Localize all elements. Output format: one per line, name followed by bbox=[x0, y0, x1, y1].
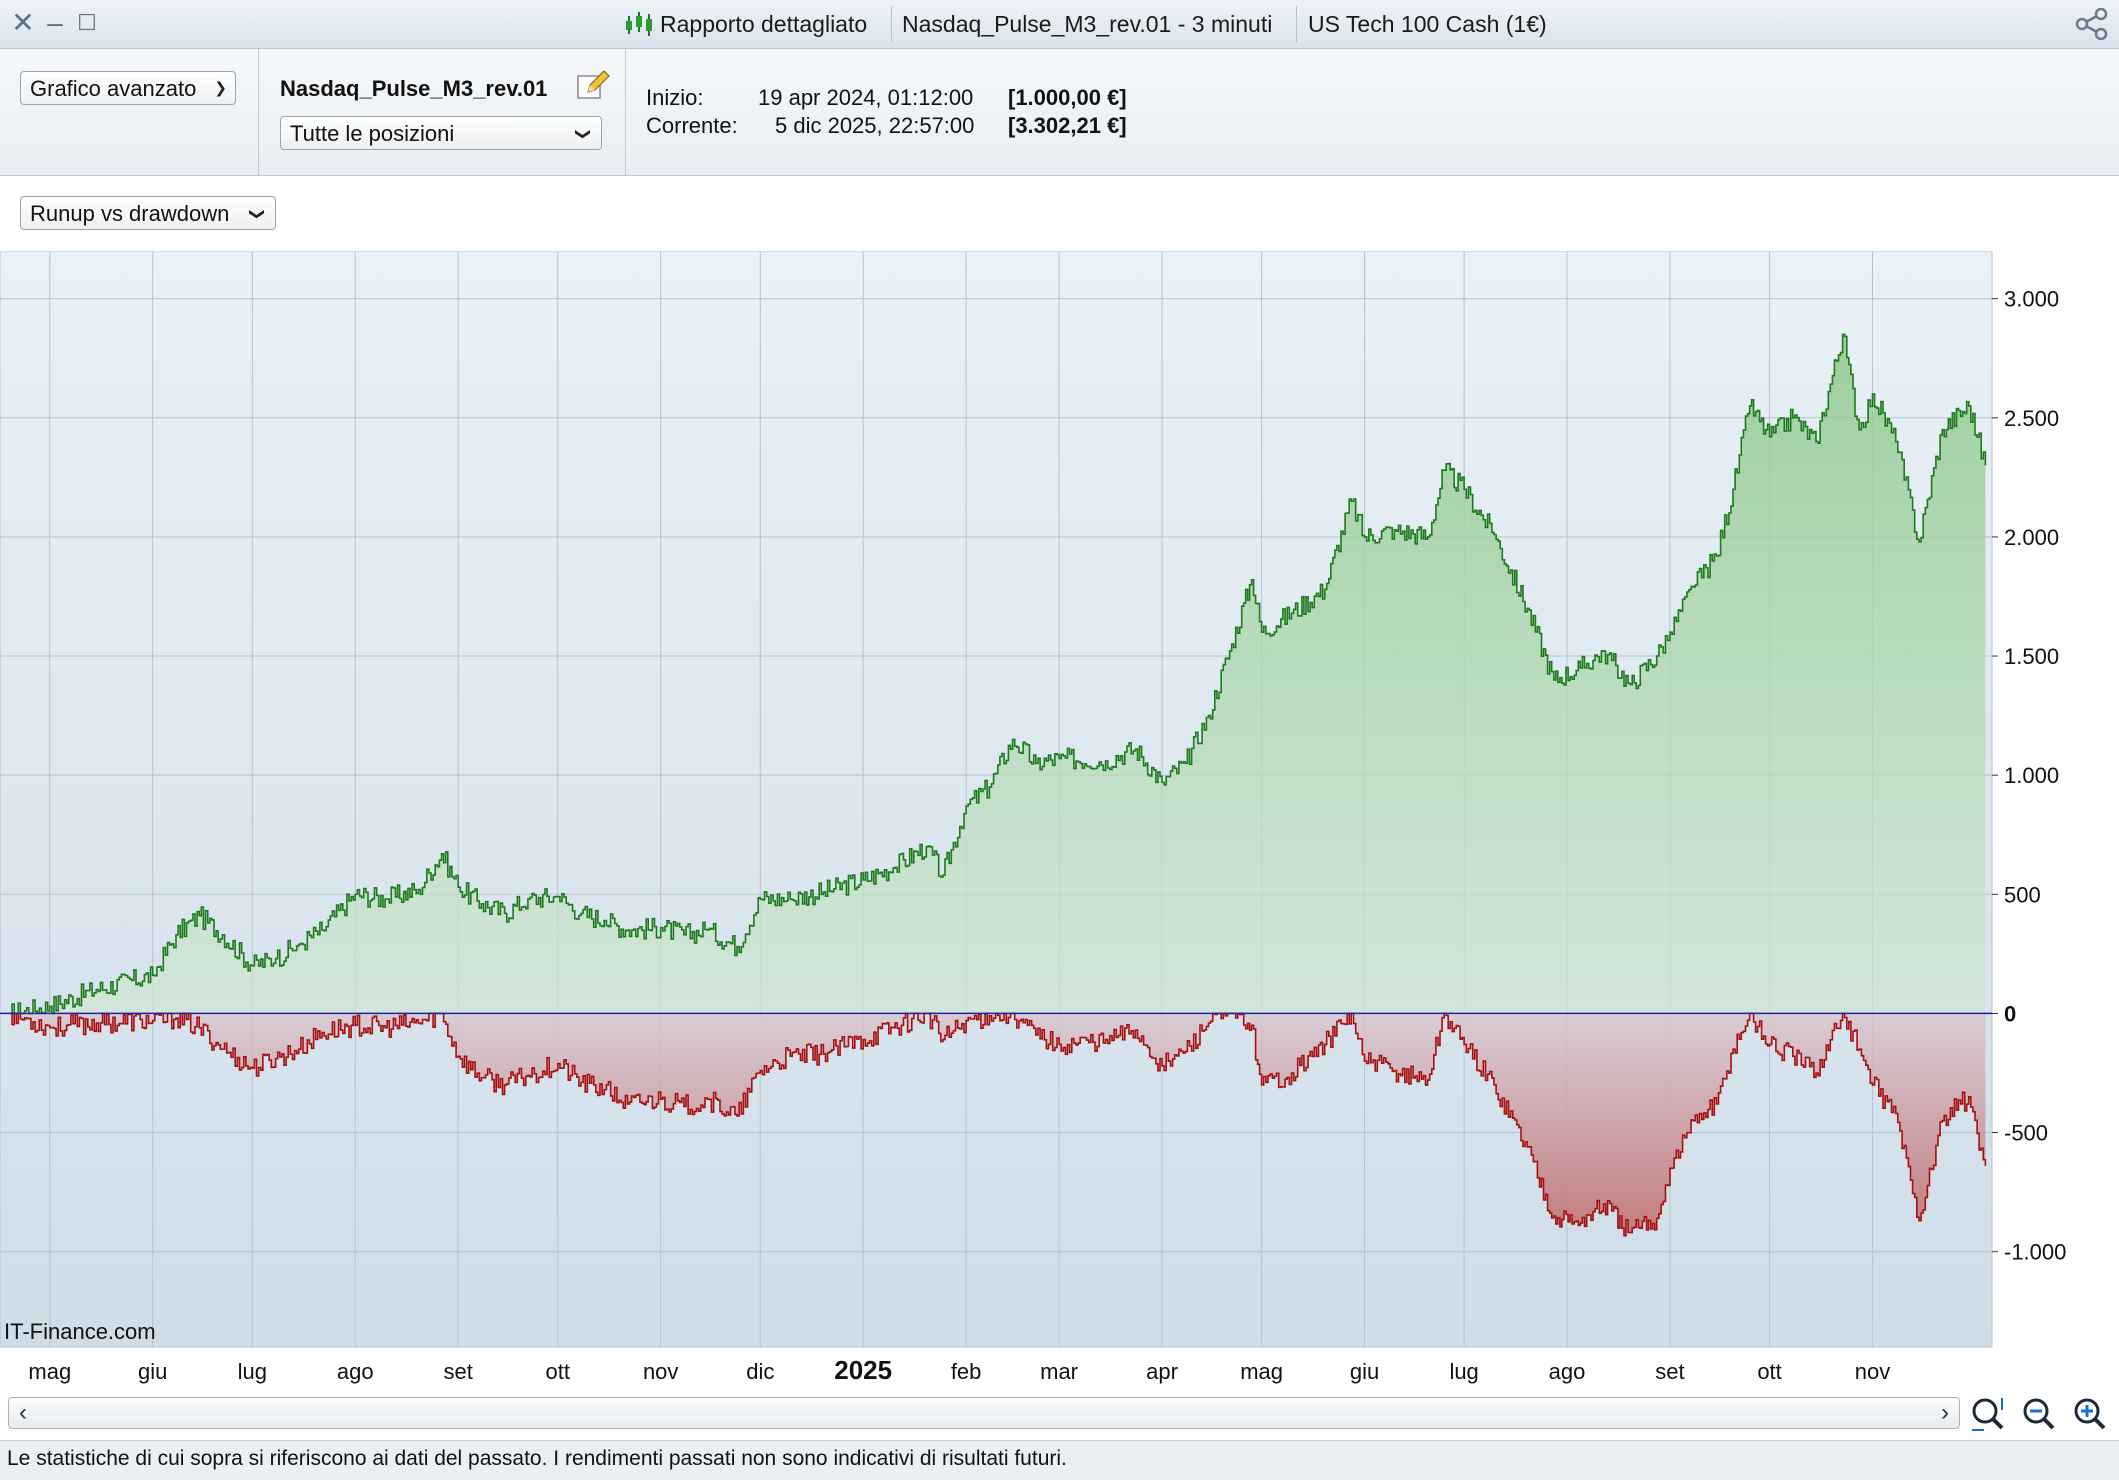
drawdown-line bbox=[10, 1012, 1987, 1237]
x-tick-label: lug bbox=[1449, 1359, 1478, 1384]
y-tick-label: -1.000 bbox=[2004, 1240, 2066, 1265]
candlestick-icon bbox=[626, 12, 652, 36]
horizontal-scrollbar[interactable]: ‹ › bbox=[8, 1397, 1960, 1429]
chart-mode-select[interactable]: Grafico avanzato ❯ bbox=[20, 71, 236, 105]
close-icon[interactable]: ✕ bbox=[11, 7, 35, 38]
positions-filter-select[interactable]: Tutte le posizioni ❯ bbox=[280, 116, 602, 150]
y-tick-label: 1.000 bbox=[2004, 763, 2059, 788]
x-tick-label: nov bbox=[643, 1359, 678, 1384]
runup-area bbox=[10, 334, 1986, 1014]
x-tick-label: set bbox=[1655, 1359, 1684, 1384]
zoom-fit-icon[interactable] bbox=[1968, 1394, 2008, 1434]
x-tick-label: ago bbox=[1549, 1359, 1586, 1384]
report-toolbar bbox=[0, 49, 2119, 176]
current-date: 5 dic 2025, 22:57:00 bbox=[775, 113, 975, 138]
positions-filter-value: Tutte le posizioni bbox=[290, 121, 455, 146]
divider bbox=[891, 6, 892, 42]
x-tick-label: set bbox=[443, 1359, 472, 1384]
chevron-down-icon: ❯ bbox=[248, 207, 266, 221]
start-label: Inizio: bbox=[646, 85, 704, 110]
divider bbox=[258, 49, 259, 175]
x-tick-label: feb bbox=[951, 1359, 982, 1384]
start-value: [1.000,00 €] bbox=[1008, 85, 1127, 110]
x-tick-label: apr bbox=[1146, 1359, 1178, 1384]
strategy-tab[interactable]: Nasdaq_Pulse_M3_rev.01 - 3 minuti bbox=[902, 11, 1273, 37]
x-tick-label: giu bbox=[138, 1359, 167, 1384]
y-tick-label: 2.500 bbox=[2004, 406, 2059, 431]
x-tick-label: nov bbox=[1855, 1359, 1890, 1384]
x-tick-label: giu bbox=[1350, 1359, 1379, 1384]
x-tick-label: ott bbox=[1757, 1359, 1781, 1384]
x-tick-label: mar bbox=[1040, 1359, 1078, 1384]
y-tick-label: 500 bbox=[2004, 882, 2041, 907]
divider bbox=[1296, 6, 1297, 42]
share-icon[interactable] bbox=[2075, 8, 2109, 40]
instrument-tab[interactable]: US Tech 100 Cash (1€) bbox=[1308, 11, 1547, 37]
y-tick-label: 3.000 bbox=[2004, 287, 2059, 312]
current-value: [3.302,21 €] bbox=[1008, 113, 1127, 138]
scroll-left-icon[interactable]: ‹ bbox=[19, 1399, 27, 1426]
scroll-right-icon[interactable]: › bbox=[1941, 1399, 1949, 1426]
x-tick-label: mag bbox=[1240, 1359, 1283, 1384]
minimize-icon[interactable]: – bbox=[47, 7, 63, 38]
chevron-down-icon: ❯ bbox=[214, 80, 227, 97]
zoom-out-icon[interactable] bbox=[2019, 1394, 2059, 1434]
x-tick-label: 2025 bbox=[834, 1355, 892, 1385]
strategy-name: Nasdaq_Pulse_M3_rev.01 bbox=[280, 76, 548, 101]
report-title: Rapporto dettagliato bbox=[660, 11, 868, 37]
drawdown-area bbox=[10, 1013, 1986, 1236]
chevron-down-icon: ❯ bbox=[574, 127, 592, 141]
status-bar: Le statistiche di cui sopra si riferisco… bbox=[0, 1440, 2119, 1480]
title-bar: ✕ – ☐ Rapporto dettagliato Nasdaq_Pulse_… bbox=[0, 0, 2119, 49]
chart-type-select[interactable]: Runup vs drawdown ❯ bbox=[20, 196, 276, 230]
watermark: IT-Finance.com bbox=[4, 1319, 156, 1344]
x-tick-label: dic bbox=[746, 1359, 774, 1384]
current-label: Corrente: bbox=[646, 113, 738, 138]
y-tick-label: -500 bbox=[2004, 1121, 2048, 1146]
y-tick-label: 2.000 bbox=[2004, 525, 2059, 550]
chart-mode-value: Grafico avanzato bbox=[30, 76, 197, 101]
x-tick-label: ott bbox=[546, 1359, 570, 1384]
x-tick-label: ago bbox=[337, 1359, 374, 1384]
runup-drawdown-chart[interactable]: 3.000 2.500 2.000 1.500 1.000 500 0 -500 -1.000 m… bbox=[0, 251, 2119, 1391]
chart-type-value: Runup vs drawdown bbox=[30, 201, 230, 226]
divider bbox=[625, 49, 626, 175]
x-tick-label: lug bbox=[238, 1359, 267, 1384]
maximize-icon[interactable]: ☐ bbox=[77, 10, 97, 35]
disclaimer-text: Le statistiche di cui sopra si riferisco… bbox=[7, 1447, 1067, 1470]
y-tick-label: 0 bbox=[2004, 1001, 2016, 1026]
runup-line bbox=[10, 333, 1987, 1015]
y-tick-label: 1.500 bbox=[2004, 644, 2059, 669]
zoom-in-icon[interactable] bbox=[2070, 1394, 2110, 1434]
x-tick-label: mag bbox=[28, 1359, 71, 1384]
start-date: 19 apr 2024, 01:12:00 bbox=[758, 85, 974, 110]
edit-pencil-icon[interactable] bbox=[576, 68, 610, 102]
